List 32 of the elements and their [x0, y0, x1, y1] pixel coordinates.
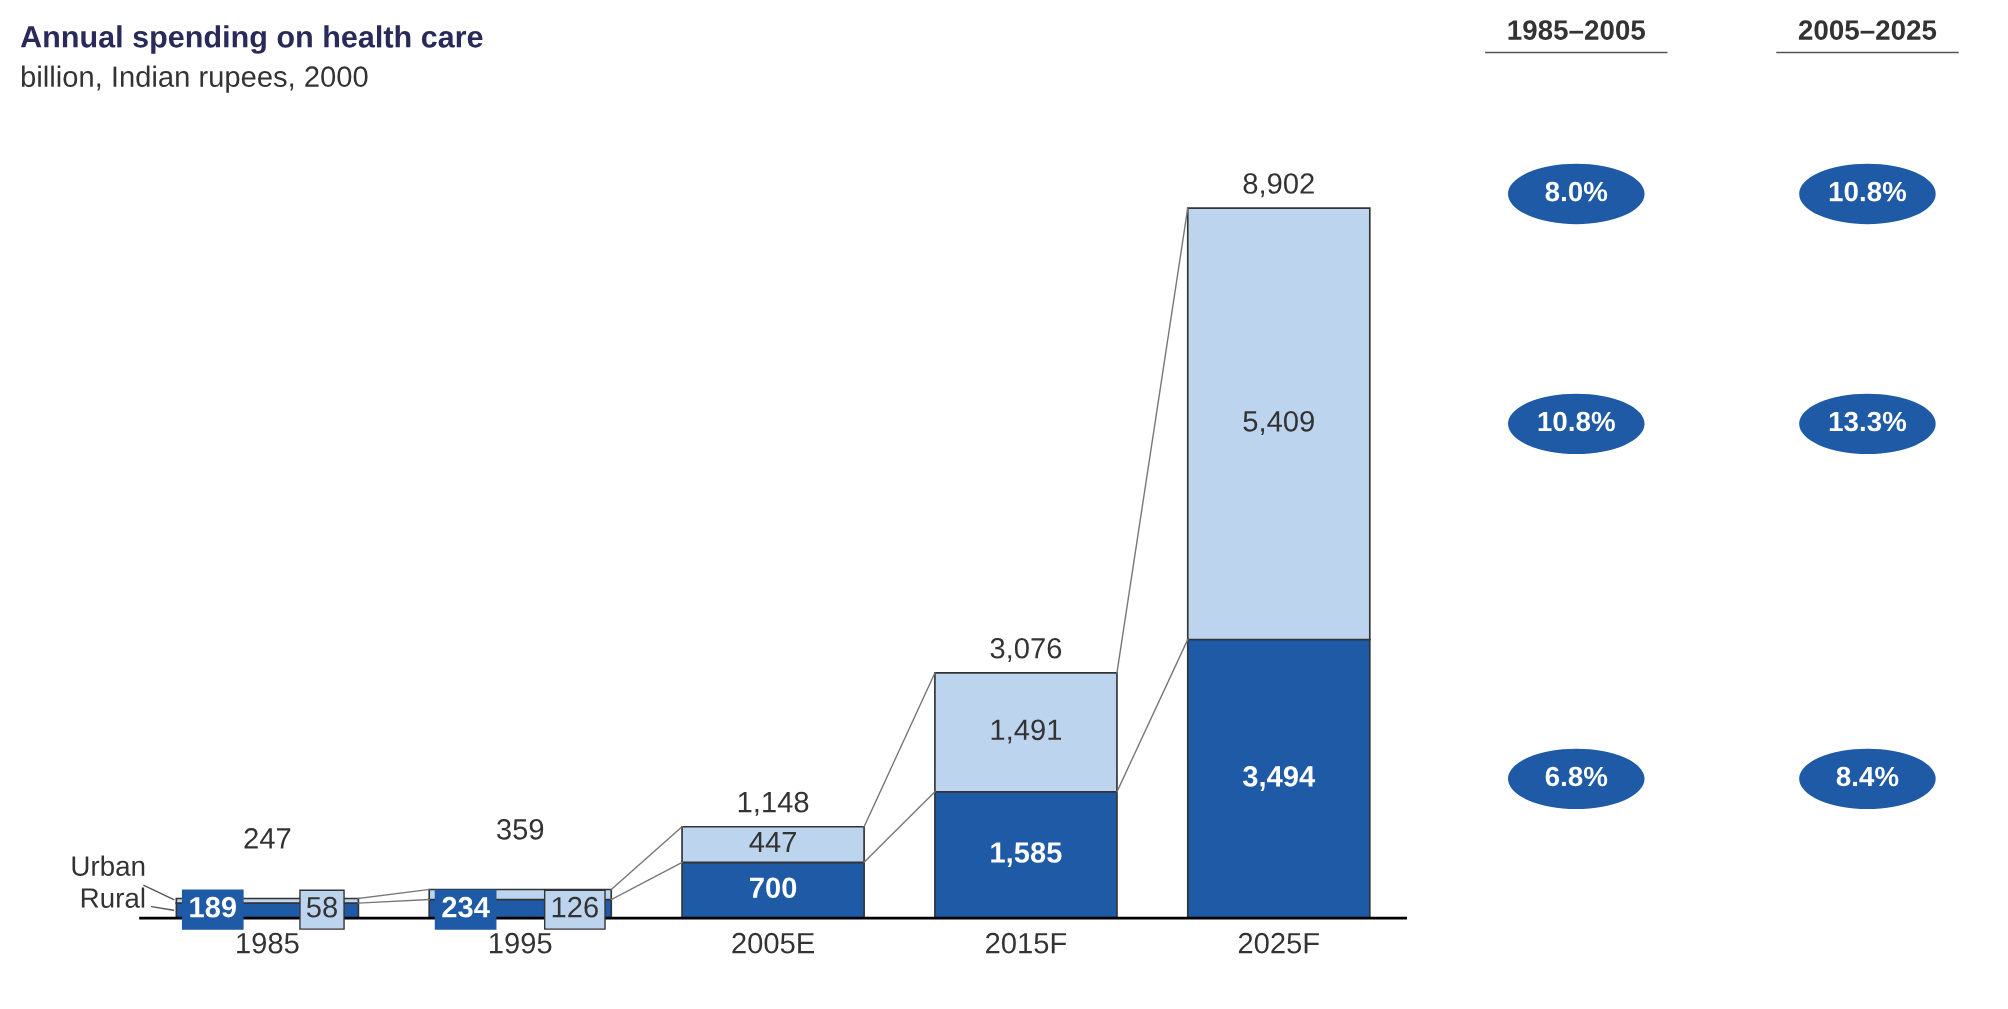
text: 10.8%: [1538, 411, 1615, 432]
data-label: 5,409: [1243, 411, 1314, 436]
total-label: 359: [497, 819, 544, 840]
x-tick-label: 2005E: [732, 932, 814, 954]
text: 6.8%: [1545, 766, 1608, 787]
data-label: 1,491: [991, 719, 1061, 744]
x-tick-label: 2015F: [986, 932, 1067, 954]
x-tick-label: 1995: [490, 932, 552, 954]
series-label: Rural: [81, 887, 145, 908]
x-tick-label: 1985: [237, 932, 299, 954]
x-tick-label: 2025F: [1238, 932, 1319, 954]
chart-subtitle: billion, Indian rupees, 2000: [21, 65, 368, 93]
total-label: 8,902: [1243, 173, 1314, 198]
text: 1985–2005: [1508, 20, 1646, 40]
text: 2005–2025: [1798, 20, 1937, 40]
text: 10.8%: [1829, 181, 1907, 202]
total-label: 1,148: [738, 791, 809, 816]
data-label: 700: [750, 877, 797, 899]
data-label: 58: [306, 896, 337, 918]
chart-title: Annual spending on health care: [20, 25, 483, 54]
text: 13.3%: [1829, 411, 1907, 432]
text: 8.0%: [1545, 181, 1608, 202]
data-label: 447: [749, 832, 796, 853]
data-label: 189: [190, 896, 237, 918]
data-label: 234: [442, 896, 490, 918]
data-label: 3,494: [1242, 766, 1316, 791]
total-label: 247: [244, 828, 291, 849]
data-label: 1,585: [991, 842, 1062, 868]
text: 8.4%: [1836, 766, 1899, 787]
total-label: 3,076: [990, 637, 1062, 663]
series-label: Urban: [72, 855, 145, 876]
data-label: 126: [552, 896, 598, 918]
